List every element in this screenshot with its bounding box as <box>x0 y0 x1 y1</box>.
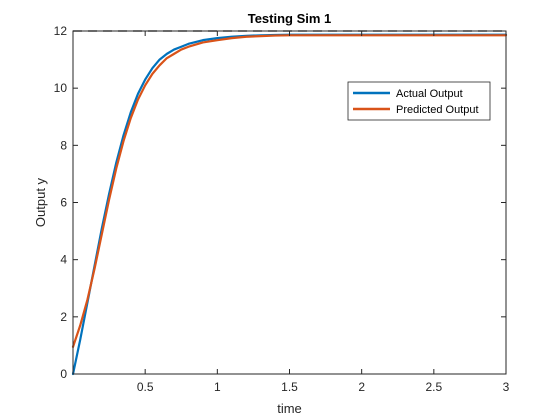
series-layer <box>71 33 508 376</box>
y-axis-label: Output y <box>33 177 48 227</box>
x-tick-label: 0.5 <box>137 380 154 394</box>
y-tick-label: 6 <box>60 196 67 210</box>
legend-box <box>347 81 491 121</box>
x-tick-label: 1.5 <box>281 380 298 394</box>
legend-label-predicted-output: Predicted Output <box>396 104 479 116</box>
y-tick-label: 12 <box>54 24 68 38</box>
y-axis: 0 2 4 6 8 10 12 <box>54 24 506 381</box>
x-tick-label: 1 <box>214 380 221 394</box>
chart-title: Testing Sim 1 <box>248 11 332 26</box>
y-tick-label: 4 <box>60 253 67 267</box>
y-tick-label: 10 <box>54 81 68 95</box>
y-tick-label: 0 <box>60 367 67 381</box>
legend: Actual Output Predicted Output <box>347 81 491 121</box>
y-tick-label: 8 <box>60 138 67 152</box>
x-tick-label: 2 <box>358 380 365 394</box>
x-axis-label: time <box>277 401 302 416</box>
x-axis: 0.5 1 1.5 2 2.5 3 <box>137 31 510 394</box>
y-tick-label: 2 <box>60 310 67 324</box>
x-tick-label: 3 <box>503 380 510 394</box>
series-line-predicted-output <box>71 34 508 348</box>
x-tick-label: 2.5 <box>425 380 442 394</box>
legend-label-actual-output: Actual Output <box>396 88 463 100</box>
